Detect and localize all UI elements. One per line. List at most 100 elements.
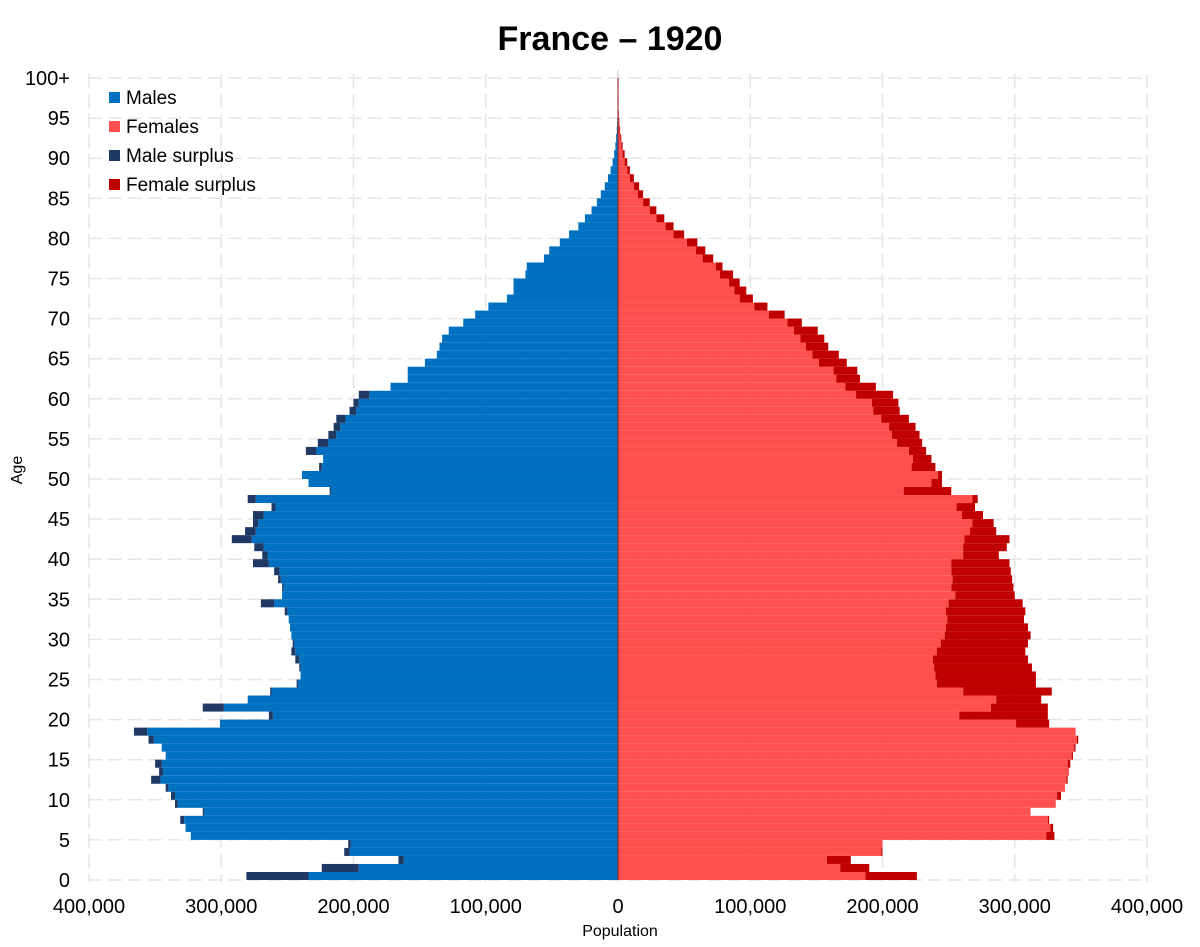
female-bar [618,767,1069,776]
bars-group [133,69,1079,880]
male-bar [300,663,618,672]
female-bar [618,422,890,431]
male-bar [147,727,618,736]
y-tick-label: 70 [48,309,70,331]
female-bar [618,350,813,359]
male-surplus-bar [246,871,309,880]
female-bar [618,807,1031,816]
male-surplus-bar [291,647,296,656]
male-bar [543,254,618,263]
male-surplus-bar [202,703,224,712]
female-surplus-bar [840,863,870,872]
y-tick-label: 55 [48,429,70,451]
female-surplus-bar [627,166,630,175]
female-bar [618,222,666,231]
male-bar [569,230,618,239]
legend: Males Females Male surplus Female surplus [109,88,256,196]
legend-label: Male surplus [126,146,234,167]
female-surplus-bar [945,623,1028,632]
male-bar [390,382,618,391]
y-tick-label: 0 [59,870,70,892]
male-bar [185,823,619,832]
y-tick-label: 45 [48,509,70,531]
male-bar [403,855,618,864]
female-bar [618,871,866,880]
female-bar [618,719,1017,728]
female-bar [618,174,630,183]
female-surplus-bar [947,615,1025,624]
male-bar [184,815,618,824]
male-bar [614,150,618,159]
female-surplus-bar [959,711,1048,720]
male-bar [463,318,618,327]
male-bar [604,182,618,191]
legend-label: Males [126,88,177,109]
female-surplus-bar [1047,815,1050,824]
male-bar [323,454,618,463]
male-bar [161,759,619,768]
female-bar [618,358,820,367]
y-tick-label: 25 [48,670,70,692]
male-bar [328,438,618,447]
male-bar [279,567,618,576]
female-bar [618,727,1076,736]
female-surplus-bar [956,503,976,512]
female-surplus-bar [1076,735,1079,744]
male-surplus-bar [317,438,329,447]
female-surplus-bar [702,254,714,263]
male-bar [174,791,618,800]
female-bar [618,599,949,608]
female-surplus-bar [951,583,1014,592]
female-bar [618,495,973,504]
female-surplus-bar [800,334,825,343]
male-bar [190,831,618,840]
female-surplus-bar [972,495,978,504]
y-tick-label: 30 [48,629,70,651]
female-bar [618,631,945,640]
female-surplus-bar [637,190,644,199]
female-bar [618,270,720,279]
male-bar [272,711,618,720]
male-bar [616,134,618,143]
male-surplus-bar [329,487,332,496]
female-surplus-bar [629,174,634,183]
y-tick-label: 50 [48,469,70,491]
female-bar [618,374,837,383]
female-bar [618,278,730,287]
female-surplus-bar [911,462,936,471]
female-bar [618,158,625,167]
female-bar [618,198,644,207]
male-surplus-bar [170,791,175,800]
female-surplus-bar [934,663,1032,672]
x-tick-label: 200,000 [317,896,389,918]
female-surplus-bar [935,671,1036,680]
male-bar [168,783,618,792]
male-bar [616,126,618,135]
female-bar [618,863,841,872]
female-bar [618,302,755,311]
female-bar [618,559,952,568]
female-surplus-bar [836,374,861,383]
female-surplus-bar [739,294,753,303]
female-surplus-bar [729,278,740,287]
male-surplus-bar [305,446,317,455]
male-bar [442,334,618,343]
y-tick-label: 80 [48,228,70,250]
female-surplus-bar [649,206,657,215]
male-bar [165,751,618,760]
female-bar [618,134,621,143]
x-tick-label: 300,000 [979,896,1051,918]
female-surplus-bar [944,631,1031,640]
female-surplus-bar [621,142,623,151]
female-bar [618,575,953,584]
female-bar [618,310,769,319]
male-bar [291,631,618,640]
female-surplus-bar [948,599,1023,608]
male-bar [549,246,618,255]
male-bar [299,655,618,664]
female-surplus-bar [696,246,706,255]
male-surplus-bar [245,527,256,536]
chart-title: France – 1920 [498,20,723,58]
female-bar [618,470,939,479]
female-surplus-bar [963,687,1052,696]
